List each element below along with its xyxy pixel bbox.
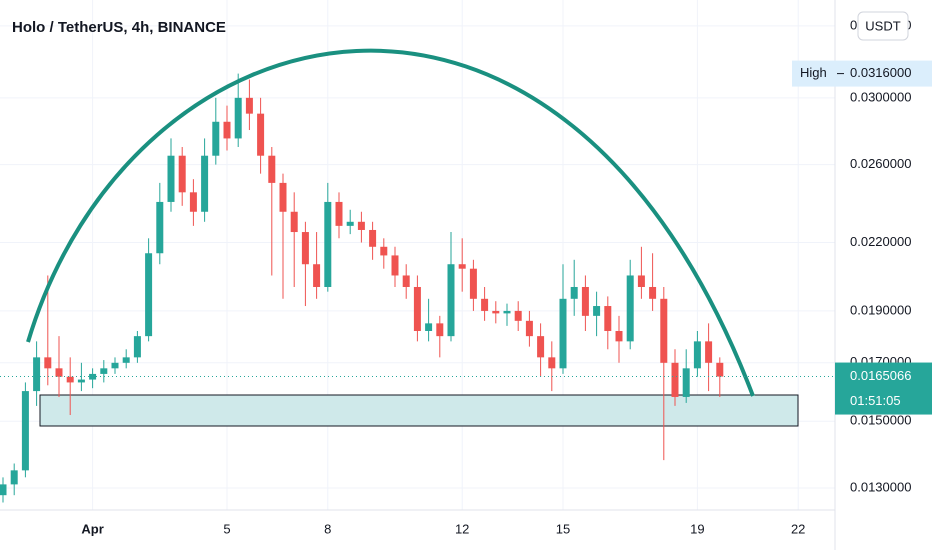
candle-body: [380, 246, 388, 256]
candle-body: [537, 336, 545, 358]
candle-body: [189, 192, 197, 212]
candle-body: [223, 121, 231, 139]
candle-body: [492, 310, 500, 314]
candle-body: [66, 376, 74, 383]
candle-body: [525, 320, 533, 337]
arc-drawing: [26, 48, 755, 397]
candle-body: [548, 357, 556, 369]
x-tick-label: 19: [690, 521, 704, 536]
y-tick-label: 0.0220000: [850, 234, 911, 249]
last-price-label: 0.0165066: [850, 368, 911, 383]
candle-body: [604, 306, 612, 331]
candle-body: [33, 357, 41, 392]
candle-body: [44, 357, 52, 369]
x-tick-label: 15: [556, 521, 570, 536]
y-tick-label: 0.0260000: [850, 156, 911, 171]
chart-title: Holo / TetherUS, 4h, BINANCE: [12, 19, 226, 36]
candle-body: [481, 298, 489, 311]
candle-body: [268, 155, 276, 183]
candle-body: [145, 253, 153, 337]
candle-body: [77, 379, 85, 383]
candle-body: [324, 201, 332, 287]
high-marker-title: High: [800, 65, 827, 80]
candle-body: [156, 201, 164, 254]
candle-body: [425, 323, 433, 331]
candle-body: [570, 286, 578, 299]
candle-body: [660, 298, 668, 363]
candle-body: [301, 232, 309, 265]
candle-body: [133, 336, 141, 358]
currency-button[interactable]: [857, 11, 909, 41]
candle-body: [693, 341, 701, 369]
candle-body: [593, 306, 601, 316]
currency-label[interactable]: USDT: [865, 18, 900, 33]
candle-body: [716, 362, 724, 377]
high-marker-price: 0.0316000: [850, 65, 911, 80]
candle-body: [458, 264, 466, 269]
candle-body: [245, 97, 253, 114]
candle-body: [234, 97, 242, 139]
high-marker-box: [792, 60, 932, 87]
candle-body: [313, 264, 321, 287]
x-tick-label: 22: [791, 521, 805, 536]
candle-body: [559, 298, 567, 369]
candle-body: [279, 182, 287, 212]
x-tick-label: 5: [223, 521, 230, 536]
candle-body: [514, 310, 522, 321]
candle-body: [357, 221, 365, 230]
candle-body: [55, 368, 63, 377]
candle-body: [705, 341, 713, 363]
y-tick-label: 0.0150000: [850, 413, 911, 428]
candle-body: [21, 391, 29, 471]
candle-body: [335, 201, 343, 226]
candle-body: [257, 113, 265, 156]
candle-body: [100, 368, 108, 374]
candle-body: [436, 323, 444, 337]
candle-body: [369, 229, 377, 247]
x-tick-label: 12: [455, 521, 469, 536]
candle-body: [391, 255, 399, 276]
candle-body: [111, 362, 119, 369]
candle-body: [167, 155, 175, 202]
candle-body: [447, 264, 455, 337]
candle-body: [626, 275, 634, 342]
candle-body: [290, 211, 298, 233]
candle-body: [402, 275, 410, 287]
candle-body: [0, 484, 7, 496]
x-tick-label: 8: [324, 521, 331, 536]
candle-body: [581, 286, 589, 316]
last-price-box: [835, 362, 932, 415]
candle-body: [178, 155, 186, 193]
support-zone: [39, 394, 799, 427]
candle-body: [671, 362, 679, 397]
x-tick-label: Apr: [81, 521, 103, 536]
candle-body: [10, 470, 18, 485]
candle-body: [413, 286, 421, 331]
candle-body: [212, 121, 220, 156]
candle-body: [637, 275, 645, 287]
candle-body: [122, 357, 130, 363]
candle-body: [469, 268, 477, 299]
countdown-label: 01:51:05: [850, 393, 901, 408]
candle-body: [201, 155, 209, 212]
y-tick-label: 0.0300000: [850, 89, 911, 104]
candle-body: [503, 310, 511, 314]
candle-body: [346, 221, 354, 226]
y-tick-label: 0.0190000: [850, 302, 911, 317]
candle-body: [615, 330, 623, 342]
y-tick-label: 0.0130000: [850, 479, 911, 494]
candle-body: [649, 286, 657, 299]
candle-body: [682, 368, 690, 397]
